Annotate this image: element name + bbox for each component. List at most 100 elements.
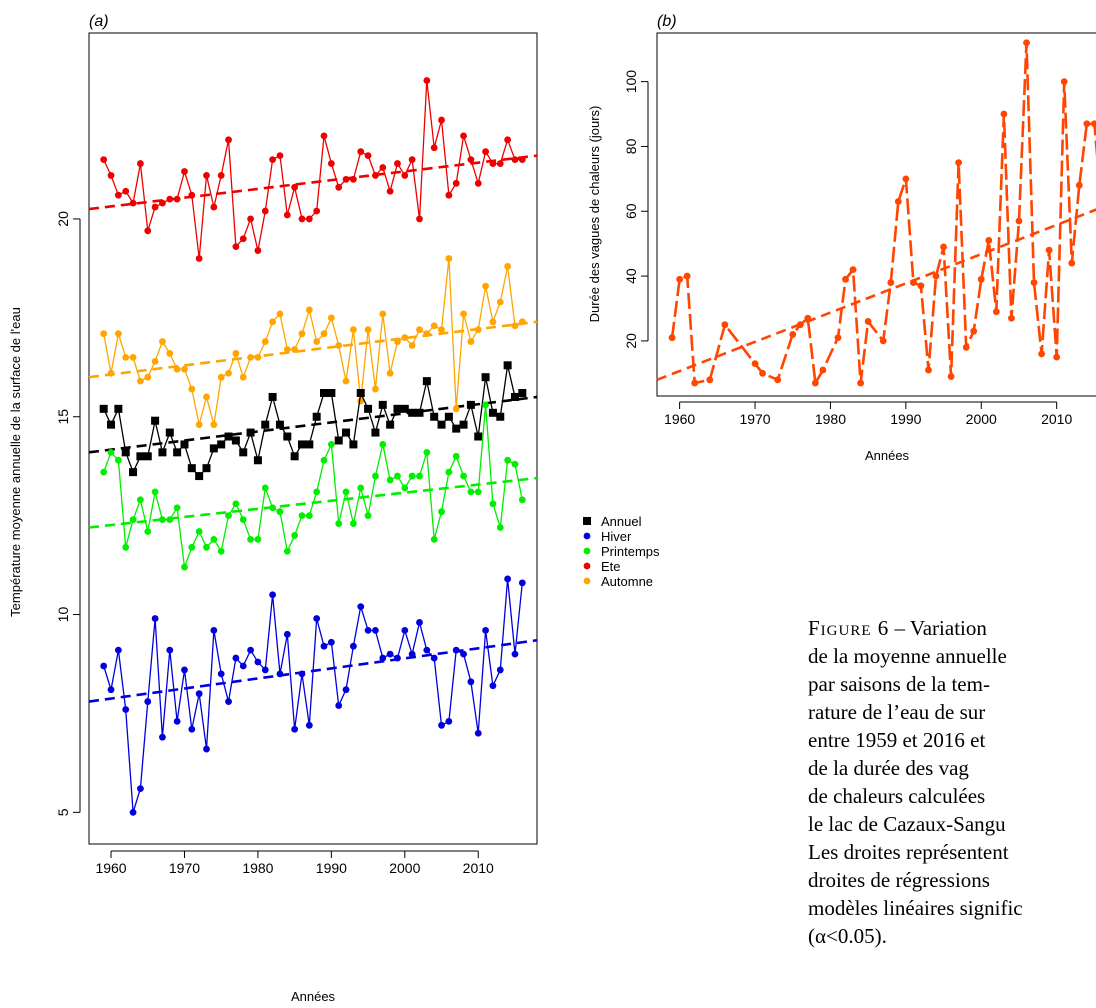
data-point-printemps xyxy=(489,500,497,508)
data-point-ete xyxy=(504,136,512,144)
data-point-annuel xyxy=(393,404,402,413)
panel-b-plot-frame xyxy=(656,32,1096,397)
data-point-annuel xyxy=(107,420,116,429)
figure-caption: Figure 6 – Variation de la moyenne annue… xyxy=(808,614,1096,950)
legend-item-hiver: Hiver xyxy=(583,529,632,544)
data-point-printemps xyxy=(247,535,254,543)
data-point-automne xyxy=(364,326,372,334)
data-point-hiver xyxy=(320,642,328,650)
data-point-ete xyxy=(144,227,152,235)
data-point-vagues xyxy=(811,379,819,387)
data-point-hiver xyxy=(349,642,357,650)
data-point-hiver xyxy=(283,630,291,638)
data-point-ete xyxy=(474,179,482,187)
data-point-annuel xyxy=(488,408,497,417)
data-point-vagues xyxy=(789,331,797,338)
data-point-printemps xyxy=(504,456,512,464)
series-vagues xyxy=(668,39,1096,388)
data-point-annuel xyxy=(378,400,387,409)
data-point-ete xyxy=(107,172,115,179)
data-point-hiver xyxy=(188,725,196,733)
data-point-hiver xyxy=(261,666,269,674)
data-point-printemps xyxy=(313,488,321,496)
caption-line: de la moyenne annuelle xyxy=(808,644,1007,668)
data-point-annuel xyxy=(224,432,233,441)
data-point-vagues xyxy=(977,275,985,283)
data-point-ete xyxy=(100,156,108,163)
data-point-automne xyxy=(394,338,401,345)
series-line-vagues xyxy=(670,42,1096,388)
data-point-printemps xyxy=(188,543,196,551)
trend-line-automne xyxy=(88,320,538,379)
legend-marker xyxy=(583,547,591,555)
data-point-annuel xyxy=(202,464,211,473)
data-point-automne xyxy=(107,369,115,377)
data-point-printemps xyxy=(159,516,166,523)
series-annuel xyxy=(99,361,527,481)
data-point-automne xyxy=(379,310,387,318)
x-tick-label: 1970 xyxy=(169,860,200,876)
panel-a-y-axis: 5 10 15 20 xyxy=(55,211,81,816)
caption-line: par saisons de la tem- xyxy=(808,672,990,696)
data-point-vagues xyxy=(796,321,804,329)
data-point-annuel xyxy=(217,440,226,449)
data-point-annuel xyxy=(261,420,270,429)
data-point-printemps xyxy=(232,500,240,508)
data-point-printemps xyxy=(239,516,247,523)
data-point-automne xyxy=(372,385,379,393)
data-point-automne xyxy=(452,405,460,413)
y-tick-label: 40 xyxy=(623,268,639,284)
data-point-hiver xyxy=(232,654,240,662)
data-point-printemps xyxy=(137,496,144,504)
trend-line-annuel xyxy=(88,395,538,454)
data-point-printemps xyxy=(305,512,313,520)
panel-a-plot-frame xyxy=(88,32,538,845)
x-tick-label: 1960 xyxy=(664,411,695,427)
data-point-ete xyxy=(320,132,328,140)
data-point-annuel xyxy=(195,472,204,481)
data-point-hiver xyxy=(313,615,321,622)
data-point-vagues xyxy=(1030,279,1038,286)
data-point-vagues xyxy=(804,314,812,322)
data-point-hiver xyxy=(379,654,387,662)
data-point-vagues xyxy=(902,175,910,183)
data-point-vagues xyxy=(691,379,699,387)
data-point-annuel xyxy=(334,436,343,445)
legend-label: Ete xyxy=(601,559,621,574)
data-point-printemps xyxy=(195,528,203,535)
data-point-printemps xyxy=(379,441,387,448)
data-point-annuel xyxy=(430,412,439,421)
series-ete xyxy=(100,77,526,262)
data-point-hiver xyxy=(107,686,115,694)
data-point-automne xyxy=(225,369,232,377)
data-point-annuel xyxy=(422,377,431,386)
data-point-printemps xyxy=(254,535,262,543)
data-point-printemps xyxy=(401,484,409,492)
data-point-printemps xyxy=(129,516,137,523)
data-point-automne xyxy=(195,421,203,429)
data-point-hiver xyxy=(203,745,210,753)
data-point-hiver xyxy=(291,725,299,733)
data-point-hiver xyxy=(430,654,438,662)
data-point-automne xyxy=(181,365,188,373)
data-point-automne xyxy=(239,373,247,381)
data-point-annuel xyxy=(364,404,373,413)
panel-b-y-axis: 20 40 60 80 100 xyxy=(623,70,649,349)
data-point-automne xyxy=(496,298,504,306)
legend-marker xyxy=(583,577,591,585)
data-point-hiver xyxy=(423,646,431,654)
data-point-printemps xyxy=(114,456,122,464)
data-point-automne xyxy=(100,330,108,338)
data-point-annuel xyxy=(371,428,380,437)
y-tick-label: 80 xyxy=(623,138,639,154)
data-point-annuel xyxy=(158,448,167,457)
data-point-ete xyxy=(394,160,401,167)
data-point-annuel xyxy=(173,448,182,457)
legend-item-automne: Automne xyxy=(583,574,653,589)
data-point-printemps xyxy=(144,528,152,535)
data-point-annuel xyxy=(290,452,299,461)
data-point-annuel xyxy=(275,420,284,429)
data-point-vagues xyxy=(970,327,978,335)
data-point-hiver xyxy=(181,666,188,674)
